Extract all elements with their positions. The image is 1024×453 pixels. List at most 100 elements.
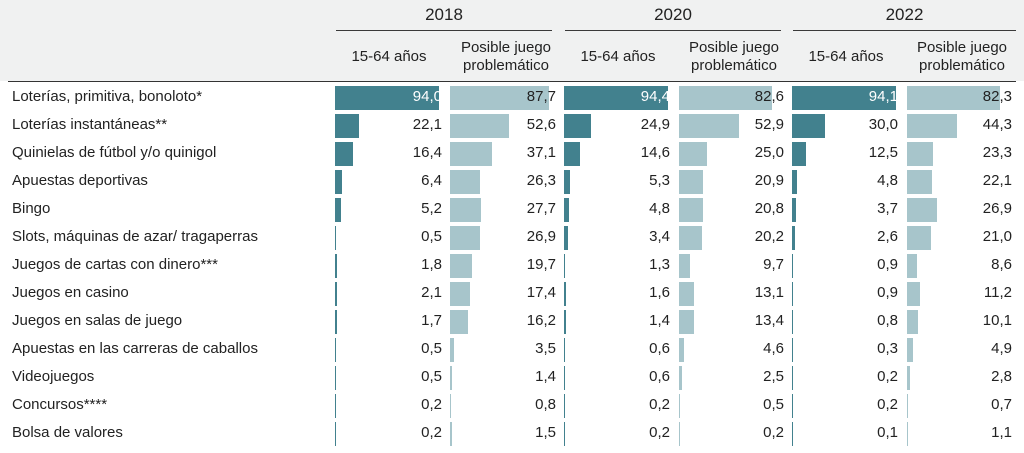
problematic-bar (450, 86, 549, 110)
population-bar (335, 282, 338, 306)
table-row: Apuestas deportivas 6,4 26,3 5,3 20,9 4,8 22,1 (0, 168, 1024, 196)
problematic-value: 27,7 (526, 200, 556, 217)
problematic-value: 26,9 (982, 200, 1012, 217)
problematic-value: 52,6 (526, 116, 556, 133)
problematic-bar (907, 142, 934, 166)
problematic-bar (907, 394, 909, 418)
row-label: Concursos**** (12, 396, 108, 413)
row-label: Juegos en casino (12, 284, 129, 301)
problematic-value: 1,5 (535, 424, 556, 441)
population-value: 0,2 (877, 396, 898, 413)
population-value: 0,3 (877, 340, 898, 357)
problematic-bar (679, 366, 682, 390)
problematic-value: 23,3 (982, 144, 1012, 161)
population-value: 0,6 (649, 368, 670, 385)
problematic-value: 2,5 (763, 368, 784, 385)
population-bar (792, 394, 794, 418)
population-bar (792, 310, 794, 334)
problematic-bar (450, 198, 482, 222)
problematic-bar (450, 114, 510, 138)
problematic-bar (907, 366, 911, 390)
subheader-population-2020: 15-64 años (580, 48, 656, 65)
problematic-bar (679, 282, 694, 306)
problematic-bar (450, 366, 452, 390)
population-value: 0,5 (421, 368, 442, 385)
problematic-bar (450, 142, 492, 166)
population-value: 22,1 (412, 116, 442, 133)
problematic-value: 13,1 (754, 284, 784, 301)
problematic-value: 82,3 (982, 88, 1012, 105)
year-header-2020: 2020 (654, 5, 692, 24)
problematic-value: 19,7 (526, 256, 556, 273)
population-bar (564, 366, 566, 390)
row-label: Juegos de cartas con dinero*** (12, 256, 218, 273)
population-value: 4,8 (649, 200, 670, 217)
population-value: 4,8 (877, 172, 898, 189)
population-bar (564, 114, 592, 138)
table-row: Bolsa de valores 0,2 1,5 0,2 0,2 0,1 1,1 (0, 420, 1024, 448)
population-bar (564, 198, 570, 222)
population-bar (792, 86, 896, 110)
population-value: 94,1 (868, 88, 898, 105)
subheader-problematic-line2: problemático (919, 57, 1005, 74)
problematic-value: 11,2 (983, 284, 1012, 301)
problematic-bar (679, 198, 703, 222)
table-row: Juegos en salas de juego 1,7 16,2 1,4 13,4 0,… (0, 308, 1024, 336)
problematic-value: 13,4 (754, 312, 784, 329)
population-bar (792, 254, 794, 278)
subheader-population-2018: 15-64 años (351, 48, 427, 65)
population-bar (792, 170, 798, 194)
row-label: Quinielas de fútbol y/o quinigol (12, 144, 217, 161)
population-bar (335, 114, 360, 138)
problematic-value: 20,9 (754, 172, 784, 189)
population-bar (564, 254, 566, 278)
problematic-bar (450, 170, 480, 194)
problematic-value: 21,0 (982, 228, 1012, 245)
table-row: Bingo 5,2 27,7 4,8 20,8 3,7 26,9 (0, 196, 1024, 224)
problematic-value: 1,4 (535, 368, 556, 385)
subheader-problematic-line2: problemático (691, 57, 777, 74)
row-label: Apuestas deportivas (12, 172, 148, 189)
table-row: Concursos**** 0,2 0,8 0,2 0,5 0,2 0,7 (0, 392, 1024, 420)
problematic-bar (679, 254, 690, 278)
population-value: 0,5 (421, 228, 442, 245)
subheader-problematic-2020: Posible juego problemático (674, 39, 794, 75)
problematic-bar (679, 226, 702, 250)
population-value: 5,2 (421, 200, 442, 217)
population-value: 0,2 (649, 396, 670, 413)
population-value: 30,0 (868, 116, 898, 133)
population-value: 0,6 (649, 340, 670, 357)
problematic-bar (679, 310, 695, 334)
population-bar (335, 142, 354, 166)
population-bar (792, 226, 795, 250)
problematic-value: 20,2 (754, 228, 784, 245)
problematic-value: 20,8 (754, 200, 784, 217)
population-value: 3,4 (649, 228, 670, 245)
table-row: Loterías, primitiva, bonoloto* 94,0 87,7 94… (0, 84, 1024, 112)
problematic-value: 0,8 (535, 396, 556, 413)
population-value: 94,4 (640, 88, 670, 105)
problematic-bar (450, 254, 473, 278)
population-value: 1,6 (649, 284, 670, 301)
row-label: Juegos en salas de juego (12, 312, 183, 329)
population-bar (564, 310, 566, 334)
problematic-bar (907, 338, 913, 362)
problematic-value: 26,3 (526, 172, 556, 189)
problematic-bar (907, 422, 909, 446)
population-bar (564, 170, 570, 194)
population-value: 0,2 (877, 368, 898, 385)
population-value: 1,7 (421, 312, 442, 329)
population-value: 6,4 (421, 172, 442, 189)
problematic-bar (450, 310, 469, 334)
year-divider-2018 (336, 30, 552, 31)
problematic-value: 52,9 (754, 116, 784, 133)
population-value: 5,3 (649, 172, 670, 189)
row-label: Loterías, primitiva, bonoloto* (12, 88, 203, 105)
population-bar (564, 394, 566, 418)
population-value: 0,2 (421, 424, 442, 441)
population-bar (335, 254, 337, 278)
population-value: 16,4 (412, 144, 442, 161)
population-bar (792, 282, 794, 306)
problematic-value: 0,5 (763, 396, 784, 413)
population-value: 12,5 (868, 144, 898, 161)
